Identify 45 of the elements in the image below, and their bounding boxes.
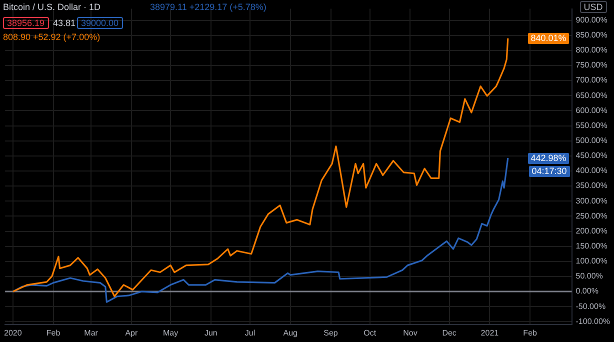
y-tick-label: 400.00%	[576, 166, 608, 176]
annotation: 38956.19	[3, 17, 49, 29]
y-tick-label: 150.00%	[576, 242, 608, 251]
x-tick-label: Feb	[46, 328, 61, 338]
annotation: 840.01%	[528, 32, 570, 44]
annotation: 808.90 +52.92 (+7.00%)	[3, 32, 100, 42]
y-tick-label: 200.00%	[576, 226, 608, 236]
annotation: 442.98%	[528, 152, 570, 164]
x-tick-label: Jun	[204, 328, 218, 338]
annotation: 38979.11 +2129.17 (+5.78%)	[150, 2, 266, 12]
x-tick-label: Oct	[364, 328, 377, 338]
x-tick-label: Dec	[442, 328, 456, 338]
annotation: 43.81	[53, 18, 76, 28]
y-tick-label: 0.00%	[576, 286, 598, 296]
x-tick-label: Jul	[244, 328, 256, 338]
x-tick-label: Apr	[125, 328, 138, 338]
chart-title: Bitcoin / U.S. Dollar · 1D	[3, 2, 101, 12]
x-tick-label: 2021	[480, 328, 500, 338]
x-tick-label: Mar	[84, 328, 98, 338]
x-tick-label: May	[162, 328, 178, 338]
y-tick-label: 250.00%	[576, 211, 608, 220]
y-tick-label: -50.00%	[576, 302, 606, 311]
x-tick-label: Aug	[283, 328, 298, 338]
y-tick-label: 800.00%	[576, 46, 608, 55]
y-tick-label: 300.00%	[576, 196, 608, 206]
text: USD	[580, 1, 607, 13]
y-tick-label: 750.00%	[576, 60, 608, 70]
annotation: 39000.00	[77, 17, 123, 29]
annotation: 04:17:30	[528, 166, 570, 176]
y-tick-label: 850.00%	[576, 30, 608, 40]
y-tick-label: 450.00%	[576, 151, 608, 160]
y-tick-label: -100.00%	[576, 316, 610, 326]
y-tick-label: 700.00%	[576, 76, 608, 85]
x-tick-label: 2020	[4, 328, 22, 338]
y-tick-label: 50.00%	[576, 272, 603, 281]
y-tick-label: 350.00%	[576, 181, 608, 190]
y-tick-label: 900.00%	[576, 15, 608, 24]
y-tick-label: 550.00%	[576, 120, 608, 130]
y-tick-label: 500.00%	[576, 136, 608, 146]
x-tick-label: Nov	[403, 328, 418, 338]
x-tick-label: Feb	[523, 328, 538, 338]
y-tick-label: 650.00%	[576, 90, 608, 100]
y-tick-label: 100.00%	[576, 256, 608, 266]
y-tick-label: 600.00%	[576, 106, 608, 115]
x-tick-label: Sep	[324, 328, 338, 338]
